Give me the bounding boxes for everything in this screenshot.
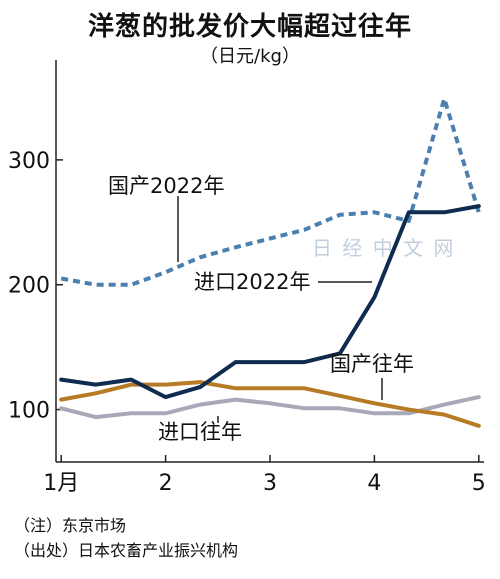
series-line-0 (60, 96, 481, 287)
y-tick-label-200: 200 (8, 274, 50, 299)
x-tick-label-3: 4 (367, 471, 381, 496)
x-tick-label-1: 2 (159, 471, 173, 496)
chart-title: 洋葱的批发价大幅超过往年 (87, 12, 412, 42)
series-label-1: 进口2022年 (194, 270, 310, 294)
y-tick-label-100: 100 (8, 399, 50, 424)
series-label-3: 进口往年 (158, 420, 242, 444)
note-market: （注）东京市场 (14, 516, 127, 535)
y-axis-unit: （日元/kg） (200, 46, 300, 67)
watermark-logo: 日 经 中 文 网 (312, 236, 456, 260)
y-tick-label-300: 300 (8, 149, 50, 174)
series-label-2: 国产往年 (330, 352, 414, 376)
x-tick-label-4: 5 (472, 471, 486, 496)
series-line-2 (59, 380, 481, 428)
note-source: （出处）日本农畜产业振兴机构 (14, 541, 239, 560)
series-line-1 (59, 204, 481, 400)
series-label-0: 国产2022年 (108, 174, 224, 198)
x-tick-label-2: 3 (263, 471, 277, 496)
series-line-3 (59, 395, 481, 420)
x-tick-label-0: 1月 (43, 471, 79, 496)
